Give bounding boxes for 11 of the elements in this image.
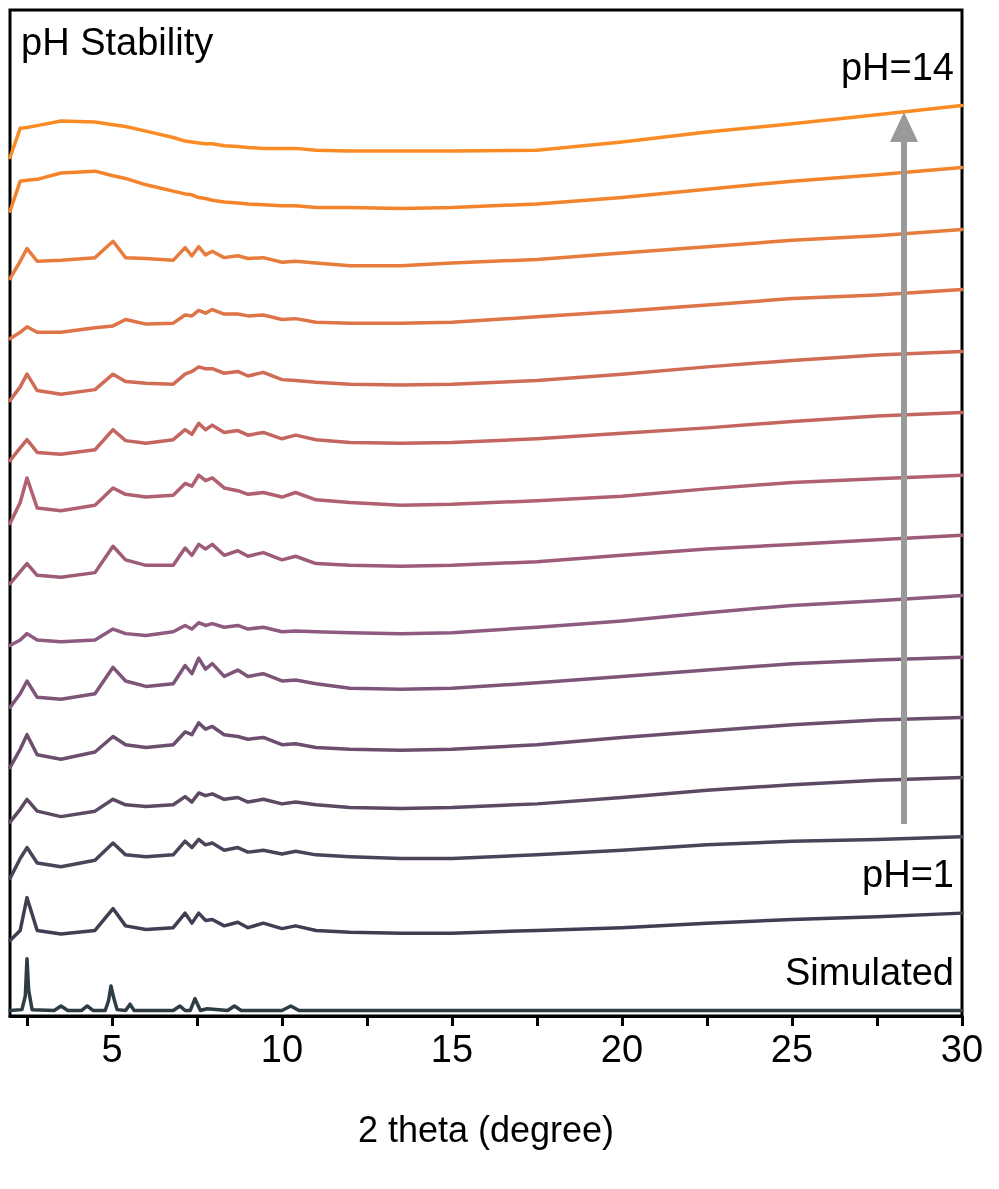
series-label: pH=1 xyxy=(862,853,954,896)
x-axis-title: 2 theta (degree) xyxy=(357,1108,615,1150)
x-tick-label: 10 xyxy=(260,1028,304,1070)
x-tick-label: 15 xyxy=(430,1028,474,1070)
chart-title: pH Stability xyxy=(21,21,214,63)
x-tick-label: 5 xyxy=(101,1028,123,1070)
x-tick-label: 25 xyxy=(770,1028,814,1070)
series-label: Simulated xyxy=(785,950,954,993)
series-label: pH=14 xyxy=(840,45,954,88)
x-tick-label: 30 xyxy=(940,1028,984,1070)
x-tick-label: 20 xyxy=(600,1028,644,1070)
